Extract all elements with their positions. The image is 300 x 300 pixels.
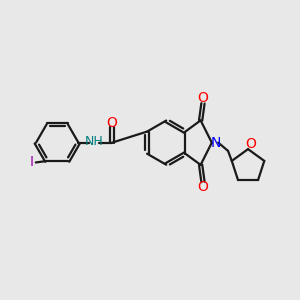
- Text: I: I: [30, 155, 34, 170]
- Text: O: O: [106, 116, 118, 130]
- Text: O: O: [197, 91, 208, 105]
- Text: NH: NH: [84, 135, 103, 148]
- Text: N: N: [210, 136, 220, 150]
- Text: O: O: [197, 180, 208, 194]
- Text: O: O: [245, 137, 256, 151]
